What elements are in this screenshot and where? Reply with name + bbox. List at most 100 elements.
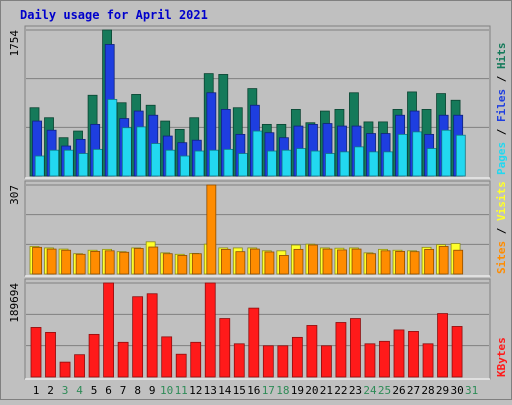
- x-tick-label: 30: [450, 384, 463, 397]
- x-tick-label: 25: [378, 384, 391, 397]
- bar-pages-day-28: [426, 148, 437, 177]
- bar-kbytes-day-18: [277, 345, 289, 378]
- bar-pages-day-6: [107, 99, 118, 177]
- bar-sites-day-18: [279, 255, 289, 275]
- panel-visits-sites: 307: [8, 180, 491, 277]
- bar-kbytes-day-3: [59, 361, 71, 378]
- chart-title: Daily usage for April 2021: [20, 8, 208, 22]
- bar-pages-day-12: [194, 150, 205, 177]
- bar-sites-day-30: [453, 249, 464, 275]
- bar-pages-day-3: [63, 149, 74, 177]
- bar-kbytes-day-5: [88, 333, 100, 378]
- legend-sites-visits: Sites / Visits: [495, 181, 508, 274]
- bar-pages-day-5: [92, 148, 103, 177]
- bar-sites-day-8: [133, 248, 144, 275]
- bar-kbytes-day-14: [219, 318, 231, 378]
- bar-kbytes-day-11: [175, 353, 187, 378]
- bar-kbytes-day-12: [190, 341, 202, 378]
- bar-pages-day-15: [238, 153, 248, 177]
- legend-files: Files: [495, 89, 508, 122]
- bar-sites-day-19: [293, 248, 304, 275]
- bar-kbytes-day-1: [30, 327, 42, 378]
- bar-sites-day-13: [206, 184, 217, 275]
- bar-sites-day-22: [337, 249, 347, 275]
- bar-pages-day-27: [412, 131, 423, 177]
- bar-pages-day-7: [121, 127, 132, 177]
- bar-sites-day-15: [235, 251, 246, 275]
- bar-sites-day-2: [46, 248, 57, 275]
- bar-pages-day-24: [368, 151, 379, 177]
- bar-kbytes-day-15: [233, 343, 245, 378]
- bar-kbytes-day-19: [291, 336, 303, 378]
- panel-hits-files-pages: 1754: [8, 25, 491, 179]
- legend-separator: /: [495, 221, 508, 241]
- bar-pages-day-9: [150, 143, 161, 177]
- bar-kbytes-day-10: [161, 336, 173, 378]
- y-max-label: 189694: [8, 283, 21, 323]
- legends: Pages / Files / Hits Sites / Visits KBytes: [495, 43, 508, 378]
- x-tick-label: 27: [407, 384, 420, 397]
- x-tick-label: 18: [276, 384, 289, 397]
- bar-sites-day-11: [177, 255, 188, 275]
- bar-pages-day-29: [441, 129, 452, 177]
- bar-sites-day-4: [75, 253, 86, 275]
- bar-pages-day-25: [383, 151, 394, 177]
- bar-sites-day-5: [90, 250, 101, 275]
- legend-pages: Pages: [495, 142, 508, 175]
- legend-kbytes: KBytes: [495, 337, 508, 377]
- bar-sites-day-10: [162, 253, 173, 275]
- bar-sites-day-7: [119, 251, 130, 275]
- bar-sites-day-6: [104, 250, 115, 275]
- y-max-label: 307: [8, 185, 21, 205]
- x-axis-labels: 1 2 3 4 5 6 7 8 9 10 11 12 13 14 15 16 17 18 19 20 21 22 23 24 2…: [33, 384, 479, 397]
- bar-pages-day-21: [325, 153, 336, 177]
- bar-kbytes-day-30: [451, 326, 463, 378]
- y-max-label: 1754: [8, 30, 21, 57]
- x-tick-label: 23: [349, 384, 362, 397]
- bar-pages-day-13: [209, 149, 219, 177]
- bar-sites-day-27: [409, 251, 420, 275]
- bar-kbytes-day-21: [320, 345, 332, 378]
- bar-sites-day-12: [191, 253, 202, 275]
- legend-hits-files-pages: Pages / Files / Hits: [495, 43, 508, 176]
- bar-kbytes-day-16: [248, 307, 260, 378]
- bar-kbytes-day-9: [146, 293, 158, 378]
- bar-pages-day-10: [165, 149, 176, 177]
- bar-pages-day-14: [223, 148, 234, 177]
- bar-kbytes-day-29: [437, 313, 448, 378]
- bar-pages-day-2: [49, 149, 60, 177]
- bar-pages-day-16: [252, 130, 263, 177]
- x-tick-label: 26: [392, 384, 405, 397]
- x-tick-label: 5: [91, 384, 98, 397]
- bar-sites-day-29: [438, 246, 449, 275]
- bar-sites-day-14: [220, 248, 231, 275]
- x-tick-label: 17: [262, 384, 275, 397]
- bar-sites-day-26: [395, 250, 406, 275]
- bar-pages-day-20: [310, 150, 321, 177]
- x-tick-label: 28: [421, 384, 434, 397]
- bar-pages-day-18: [281, 149, 292, 177]
- x-tick-label: 2: [47, 384, 54, 397]
- bar-pages-day-19: [296, 148, 306, 177]
- x-tick-label: 21: [320, 384, 333, 397]
- bar-pages-day-4: [78, 153, 89, 177]
- chart-panels: 1754 307 189694: [8, 25, 491, 380]
- x-tick-label: 20: [305, 384, 318, 397]
- bar-sites-day-1: [32, 246, 42, 275]
- x-tick-label: 13: [204, 384, 217, 397]
- x-tick-label: 15: [233, 384, 246, 397]
- legend-separator: /: [495, 69, 508, 89]
- bar-kbytes-day-27: [408, 331, 419, 378]
- panel-kbytes: 189694: [8, 278, 491, 380]
- bar-kbytes-day-13: [204, 282, 216, 378]
- legend-sites: Sites: [495, 241, 508, 274]
- bar-kbytes-day-4: [74, 354, 85, 378]
- bar-pages-day-1: [34, 155, 45, 177]
- bar-pages-day-30: [455, 134, 466, 177]
- x-tick-label: 24: [363, 384, 377, 397]
- x-tick-label: 22: [334, 384, 347, 397]
- bar-sites-day-3: [61, 249, 72, 275]
- bar-kbytes-day-23: [350, 318, 361, 378]
- bar-sites-day-24: [366, 253, 376, 275]
